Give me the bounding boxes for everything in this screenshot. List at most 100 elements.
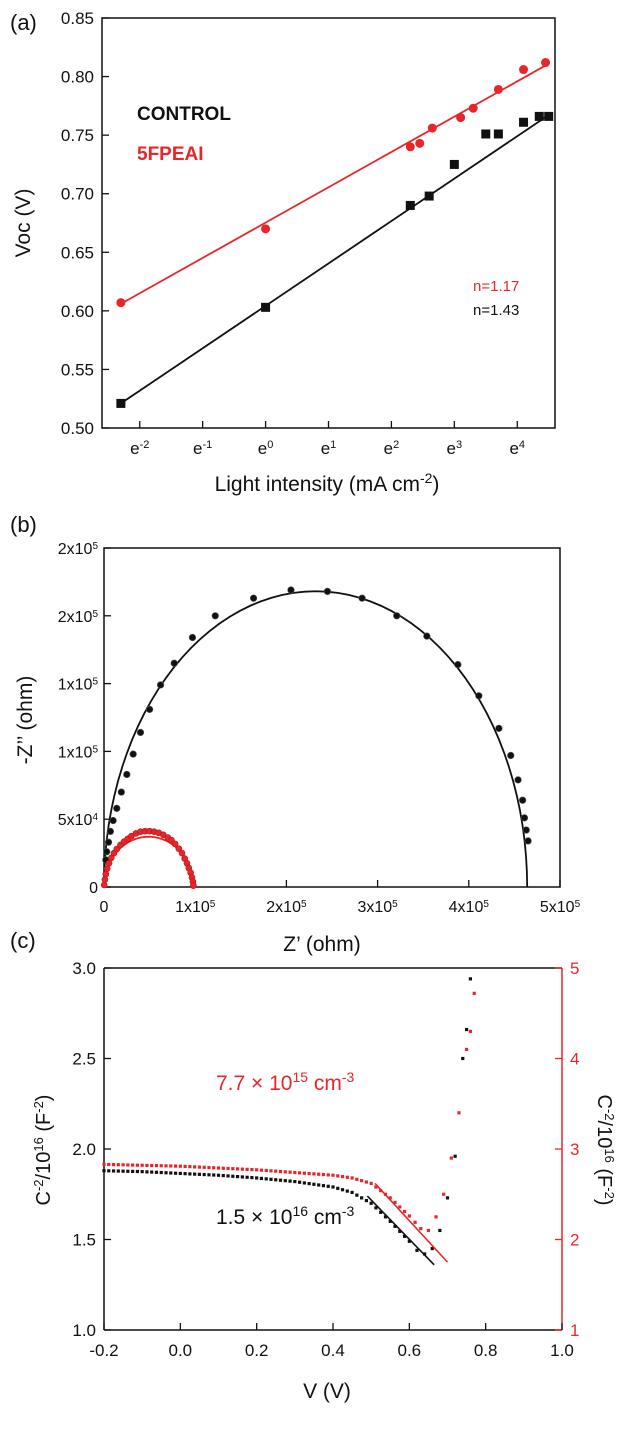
text-part: 2	[393, 439, 399, 451]
annotation-density-control: 1.5 × 1016 cm-3	[216, 1203, 355, 1229]
data-point-control	[407, 1239, 411, 1243]
trace-dot-control	[164, 1171, 168, 1175]
trace-dot-5fpeai	[336, 1174, 340, 1178]
trace-dot-5fpeai	[269, 1169, 273, 1173]
y-tick-label: 0.80	[61, 68, 94, 87]
data-point-5fpeai	[472, 991, 476, 995]
text-part: e	[447, 439, 456, 458]
x-tick-label: e0	[258, 439, 274, 458]
trace-dot-5fpeai	[245, 1167, 249, 1171]
y-left-axis-title: C-2/1016 (F-2)	[31, 1095, 56, 1206]
text-part: 4	[570, 1050, 579, 1069]
text-part: 4	[519, 439, 525, 451]
trace-dot-control	[231, 1174, 235, 1178]
data-point-5fpeai	[178, 849, 186, 857]
text-part: 5	[301, 899, 307, 910]
text-part: 5x10	[58, 812, 93, 829]
data-point-control	[507, 751, 515, 760]
text-part: CONTROL	[137, 104, 231, 125]
trace-dot-control	[173, 1171, 178, 1175]
trace-dot-control	[336, 1186, 340, 1190]
y-tick-label: 0	[89, 880, 98, 897]
data-point-5fpeai	[407, 1214, 411, 1218]
text-part: 5	[210, 899, 216, 910]
data-point-control	[104, 838, 113, 846]
data-point-5fpeai	[255, 1168, 259, 1172]
fit-curve-control	[103, 590, 529, 888]
y-right-tick-label: 2	[570, 1231, 579, 1250]
text-part: 0.65	[61, 243, 94, 262]
trace-dot-control	[193, 1172, 197, 1176]
trace-dot-5fpeai	[226, 1166, 230, 1171]
text-part: 5	[92, 744, 98, 755]
data-point-control	[136, 728, 145, 737]
trace-dot-5fpeai	[283, 1170, 287, 1174]
data-point-control	[358, 594, 366, 602]
trace-dot-5fpeai	[231, 1167, 235, 1171]
text-part: 5	[92, 541, 98, 552]
data-point-control	[116, 398, 126, 408]
data-point-5fpeai	[388, 1196, 392, 1200]
trace-dot-5fpeai	[264, 1168, 268, 1173]
text-part: 5x10	[540, 899, 575, 916]
y-tick-label: 1x105	[58, 744, 99, 762]
data-point-control	[393, 612, 401, 620]
text-part: e	[384, 439, 393, 458]
panel-label-c: (c)	[10, 928, 36, 953]
data-point-5fpeai	[457, 1111, 461, 1115]
data-point-control	[255, 1176, 259, 1180]
trace-dot-control	[221, 1173, 225, 1178]
text-part: -2	[31, 1101, 46, 1113]
data-point-control	[520, 814, 529, 822]
trace-dot-5fpeai	[240, 1167, 244, 1171]
data-point-control	[534, 111, 544, 121]
data-point-control	[475, 692, 483, 700]
trace-dot-control	[383, 1215, 388, 1219]
data-point-control	[146, 705, 154, 713]
text-part: 1	[330, 439, 336, 451]
text-part: V (V)	[303, 1380, 351, 1403]
trace-dot-control	[379, 1210, 383, 1214]
trace-dot-5fpeai	[121, 1163, 125, 1167]
text-part: 5	[392, 899, 398, 910]
text-part: e	[193, 439, 202, 458]
text-part: 0.60	[61, 302, 94, 321]
data-point-5fpeai	[468, 1029, 472, 1033]
trace-dot-control	[169, 1171, 173, 1175]
plot-frame	[101, 17, 556, 429]
x-tick-label: 0.2	[245, 1341, 269, 1360]
trace-dot-5fpeai	[250, 1167, 254, 1172]
y-right-tick-label: 4	[570, 1050, 579, 1069]
text-part: 5	[92, 676, 98, 687]
trace-dot-5fpeai	[197, 1165, 202, 1169]
data-point-5fpeai	[331, 1173, 335, 1177]
text-part: (F	[593, 1163, 615, 1187]
text-part: e	[258, 439, 267, 458]
trace-dot-control	[355, 1193, 359, 1197]
text-part: C	[593, 1095, 615, 1109]
y-left-tick-label: 1.5	[72, 1231, 96, 1250]
text-part: -2	[420, 470, 433, 486]
text-part: 3.0	[72, 959, 96, 978]
trace-dot-5fpeai	[107, 1162, 111, 1167]
trace-dot-5fpeai	[212, 1166, 216, 1170]
fit-line-5fpeai	[120, 62, 550, 305]
trace-dot-5fpeai	[126, 1163, 130, 1167]
trace-dot-control	[207, 1173, 211, 1177]
text-part: 2.5	[72, 1050, 96, 1069]
trace-dot-control	[288, 1179, 292, 1183]
data-point-5fpeai	[116, 298, 126, 308]
trace-dot-5fpeai	[326, 1173, 330, 1177]
trace-dot-control	[245, 1175, 249, 1179]
y-tick-label: 0.65	[61, 243, 94, 262]
trace-dot-control	[393, 1224, 397, 1228]
text-part: e	[321, 439, 330, 458]
trace-dot-5fpeai	[188, 1165, 192, 1169]
text-part: C	[33, 1191, 55, 1205]
trace-dot-control	[131, 1169, 135, 1173]
text-part: 7.7 × 10	[216, 1072, 292, 1095]
data-point-5fpeai	[415, 138, 425, 148]
text-part: -3	[342, 1203, 355, 1219]
y-tick-label: 1x105	[58, 676, 99, 694]
text-part: 16	[31, 1137, 46, 1151]
